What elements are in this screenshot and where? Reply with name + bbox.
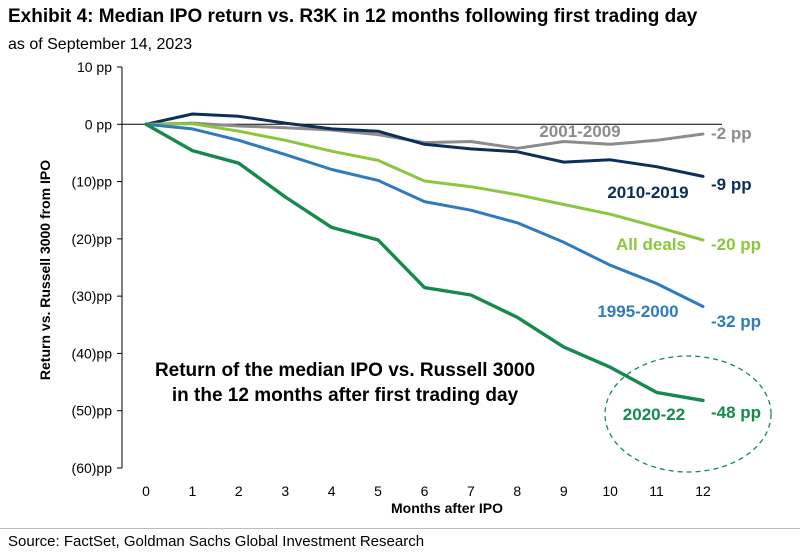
footer-divider bbox=[0, 528, 800, 529]
series-lines bbox=[144, 112, 705, 403]
y-tick-label: (30)pp bbox=[72, 288, 113, 304]
x-tick-label: 0 bbox=[142, 483, 150, 499]
series-name-label: 2010-2019 bbox=[607, 183, 688, 202]
series-end-label: -9 pp bbox=[711, 175, 752, 194]
y-tick-label: 0 pp bbox=[85, 116, 112, 132]
y-axis: 10 pp 0 pp (10)pp (20)pp (30)pp (40)pp (50)pp (… bbox=[72, 59, 123, 476]
chart-title: Exhibit 4: Median IPO return vs. R3K in … bbox=[8, 6, 698, 27]
series-line-3 bbox=[144, 122, 705, 308]
series-labels: 2001-2009 -2 pp 2010-2019 -9 pp All deals -20… bbox=[539, 122, 761, 424]
x-tick-label: 5 bbox=[374, 483, 382, 499]
series-line-2 bbox=[144, 122, 705, 242]
y-tick-label: 10 pp bbox=[77, 59, 112, 75]
x-tick-label: 2 bbox=[235, 483, 243, 499]
series-line-1 bbox=[144, 112, 705, 178]
series-end-label: -20 pp bbox=[711, 235, 761, 254]
x-tick-label: 9 bbox=[560, 483, 568, 499]
highlight-ellipse bbox=[604, 355, 772, 473]
annotation-line-2: in the 12 months after first trading day bbox=[172, 385, 519, 406]
annotation-line-1: Return of the median IPO vs. Russell 300… bbox=[155, 360, 535, 381]
x-tick-label: 4 bbox=[328, 483, 336, 499]
x-axis-label: Months after IPO bbox=[391, 500, 503, 516]
y-tick-label: (20)pp bbox=[72, 231, 113, 247]
source-note: Source: FactSet, Goldman Sachs Global In… bbox=[8, 533, 425, 550]
series-name-label: 1995-2000 bbox=[597, 302, 678, 321]
x-tick-label: 10 bbox=[602, 483, 618, 499]
series-name-label: 2020-22 bbox=[623, 405, 685, 424]
x-tick-label: 12 bbox=[695, 483, 711, 499]
y-axis-label: Return vs. Russell 3000 from IPO bbox=[37, 160, 53, 380]
y-tick-label: (60)pp bbox=[72, 460, 113, 476]
y-tick-label: (10)pp bbox=[72, 174, 113, 190]
x-tick-label: 6 bbox=[421, 483, 429, 499]
series-line-4 bbox=[144, 122, 705, 403]
x-tick-label: 3 bbox=[281, 483, 289, 499]
series-name-label: All deals bbox=[616, 235, 686, 254]
x-tick-label: 1 bbox=[189, 483, 197, 499]
y-tick-label: (40)pp bbox=[72, 345, 113, 361]
x-tick-label: 11 bbox=[649, 483, 664, 499]
series-end-label: -2 pp bbox=[711, 124, 752, 143]
chart-subtitle: as of September 14, 2023 bbox=[8, 36, 193, 53]
x-tick-label: 8 bbox=[513, 483, 521, 499]
y-tick-label: (50)pp bbox=[72, 403, 113, 419]
series-end-label: -32 pp bbox=[711, 312, 761, 331]
series-name-label: 2001-2009 bbox=[539, 122, 620, 141]
x-tick-label: 7 bbox=[467, 483, 475, 499]
series-end-label: -48 pp bbox=[711, 403, 761, 422]
series-line-0 bbox=[144, 121, 705, 150]
